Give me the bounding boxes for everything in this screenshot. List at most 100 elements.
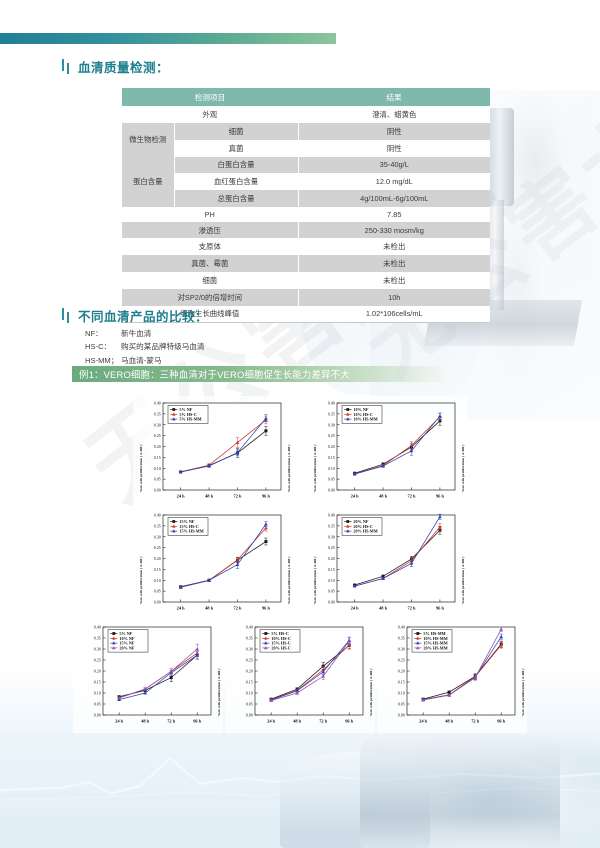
table-cell-result: 10h	[298, 288, 490, 306]
svg-text:48 h: 48 h	[379, 494, 387, 499]
table-header-row: 检测项目 结果	[122, 88, 490, 107]
svg-text:0.30: 0.30	[328, 534, 335, 539]
section-heading-serum-comparison: 不同血清产品的比较：	[62, 306, 208, 325]
charts-container: Vero cells proliferation ( A 490 ) Vero …	[0, 396, 600, 733]
table-cell-item: 支原体	[122, 238, 299, 256]
svg-text:24 h: 24 h	[351, 494, 359, 499]
table-cell-result: 1.02*106cells/mL	[298, 305, 490, 324]
serum-code: HS-C：	[85, 342, 112, 352]
svg-text:72 h: 72 h	[319, 719, 327, 724]
line-chart-10pct: 0.00 0.05 0.10 0.15 0.20 0.25 0.30 0.35 0.40 24 h…	[328, 401, 456, 499]
table-cell-item: 白蛋白含量	[174, 156, 299, 174]
svg-text:0.40: 0.40	[328, 401, 335, 406]
table-cell-result: 35-40g/L	[298, 156, 490, 174]
section-heading-serum-quality: 血清质量检测：	[62, 57, 169, 76]
svg-text:0.15: 0.15	[328, 567, 335, 572]
y-axis-label: Vero cells proliferation ( A 490 )	[313, 444, 317, 492]
svg-text:15% HS-MM: 15% HS-MM	[179, 529, 203, 534]
table-row: 外观 澄清、蜡黄色	[122, 106, 490, 123]
y-axis-label-right: Vero cells proliferation ( A 490 )	[287, 556, 291, 604]
svg-text:0.00: 0.00	[246, 713, 253, 718]
table-header-result: 结果	[298, 88, 490, 107]
svg-text:0.30: 0.30	[154, 534, 161, 539]
svg-text:48 h: 48 h	[205, 494, 213, 499]
y-axis-label-right: Vero cells proliferation ( A 490 )	[369, 668, 373, 716]
svg-text:10% NF: 10% NF	[119, 636, 134, 641]
svg-text:24 h: 24 h	[267, 719, 275, 724]
svg-text:0.05: 0.05	[246, 702, 253, 707]
svg-text:10% HS-MM: 10% HS-MM	[353, 417, 377, 422]
table-header-item: 检测项目	[122, 88, 298, 107]
serum-quality-table: 检测项目 结果 外观 澄清、蜡黄色 微生物检测 细菌 阴性 真菌 阴性 蛋白含量 白蛋白含量 35…	[122, 88, 490, 324]
lab-vial-secondary	[280, 752, 430, 848]
svg-text:0.05: 0.05	[154, 589, 161, 594]
svg-text:0.25: 0.25	[154, 545, 161, 550]
svg-text:0.25: 0.25	[94, 658, 101, 663]
svg-text:0.10: 0.10	[328, 578, 335, 583]
svg-text:20% HS-MM: 20% HS-MM	[423, 645, 447, 650]
svg-text:20% HS-MM: 20% HS-MM	[353, 529, 377, 534]
y-axis-label-right: Vero cells proliferation ( A 490 )	[287, 444, 291, 492]
svg-text:96 h: 96 h	[262, 494, 270, 499]
svg-text:24 h: 24 h	[177, 494, 185, 499]
svg-text:5% HS-MM: 5% HS-MM	[423, 631, 445, 636]
microscope-eyepiece	[488, 108, 514, 206]
svg-text:0.00: 0.00	[154, 600, 161, 605]
chart-panel-5pct: Vero cells proliferation ( A 490 ) Vero …	[133, 396, 293, 508]
svg-text:72 h: 72 h	[167, 719, 175, 724]
svg-text:72 h: 72 h	[408, 494, 416, 499]
serum-description: 马血清-蒙马	[121, 355, 162, 365]
svg-text:15% HS-C: 15% HS-C	[179, 524, 198, 529]
svg-text:96 h: 96 h	[497, 719, 505, 724]
y-axis-label: Vero cells proliferation ( A 490 )	[139, 556, 143, 604]
table-cell-result: 未检出	[298, 255, 490, 272]
y-axis-label-right: Vero cells proliferation ( A 490 )	[521, 668, 525, 716]
table-row: 真菌、霉菌 未检出	[122, 255, 490, 272]
svg-text:0.05: 0.05	[328, 477, 335, 482]
section-heading-label: 不同血清产品的比较：	[78, 310, 209, 324]
svg-text:48 h: 48 h	[293, 719, 301, 724]
table-row: 蛋白含量 白蛋白含量 35-40g/L	[122, 156, 490, 207]
svg-text:0.10: 0.10	[154, 578, 161, 583]
table-row: 真菌 阴性	[122, 139, 490, 157]
line-chart-20pct: 0.00 0.05 0.10 0.15 0.20 0.25 0.30 0.35 0.40 24 h…	[328, 513, 456, 611]
svg-text:72 h: 72 h	[234, 606, 242, 611]
svg-text:96 h: 96 h	[262, 606, 270, 611]
svg-text:15% HS-MM: 15% HS-MM	[423, 641, 447, 646]
svg-text:0.15: 0.15	[328, 455, 335, 460]
table-cell-item: 真菌、霉菌	[122, 255, 299, 272]
svg-text:0.30: 0.30	[398, 647, 405, 652]
svg-text:0.20: 0.20	[154, 444, 161, 449]
svg-text:10% HS-MM: 10% HS-MM	[423, 636, 447, 641]
svg-text:0.25: 0.25	[328, 433, 335, 438]
table-cell-result: 未检出	[298, 238, 490, 256]
chart-panel-20pct: Vero cells proliferation ( A 490 ) Vero …	[307, 508, 467, 620]
example-banner: 例1：VERO细胞：三种血清对于VERO细胞促生长能力差异不大	[72, 366, 444, 382]
svg-text:0.35: 0.35	[154, 411, 161, 416]
svg-text:15% NF: 15% NF	[179, 519, 194, 524]
serum-abbreviation-list: NF： 新牛血清 HS-C： 购买的某品牌特级马血清 HS-MM； 马血清-蒙马	[85, 327, 205, 367]
svg-text:0.20: 0.20	[328, 444, 335, 449]
serum-description: 新牛血清	[121, 329, 152, 338]
svg-text:0.10: 0.10	[246, 691, 253, 696]
y-axis-label-right: Vero cells proliferation ( A 490 )	[217, 668, 221, 716]
svg-text:0.10: 0.10	[94, 691, 101, 696]
table-row: 血红蛋白含量 12.0 mg/dL	[122, 173, 490, 191]
chart-row-3: Vero cells proliferation ( A 490 ) 0.00 0…	[0, 620, 600, 733]
table-cell-result: 4g/100mL-6g/100mL	[298, 190, 490, 207]
table-row: 总蛋白含量 4g/100mL-6g/100mL	[122, 190, 490, 207]
svg-text:0.05: 0.05	[94, 702, 101, 707]
svg-text:5% HS-MM: 5% HS-MM	[179, 417, 201, 422]
serum-list-item: NF： 新牛血清	[85, 327, 205, 340]
svg-text:0.00: 0.00	[94, 713, 101, 718]
table-cell-item: 血红蛋白含量	[174, 173, 299, 191]
y-axis-label: Vero cells proliferation ( A 490 )	[139, 444, 143, 492]
svg-text:0.00: 0.00	[328, 600, 335, 605]
table-cell-result: 未检出	[298, 272, 490, 289]
svg-text:0.10: 0.10	[328, 466, 335, 471]
table-cell-result: 12.0 mg/dL	[298, 173, 490, 191]
svg-text:20% NF: 20% NF	[353, 519, 368, 524]
svg-text:0.40: 0.40	[246, 625, 253, 630]
svg-text:0.35: 0.35	[94, 636, 101, 641]
svg-text:0.40: 0.40	[328, 513, 335, 518]
